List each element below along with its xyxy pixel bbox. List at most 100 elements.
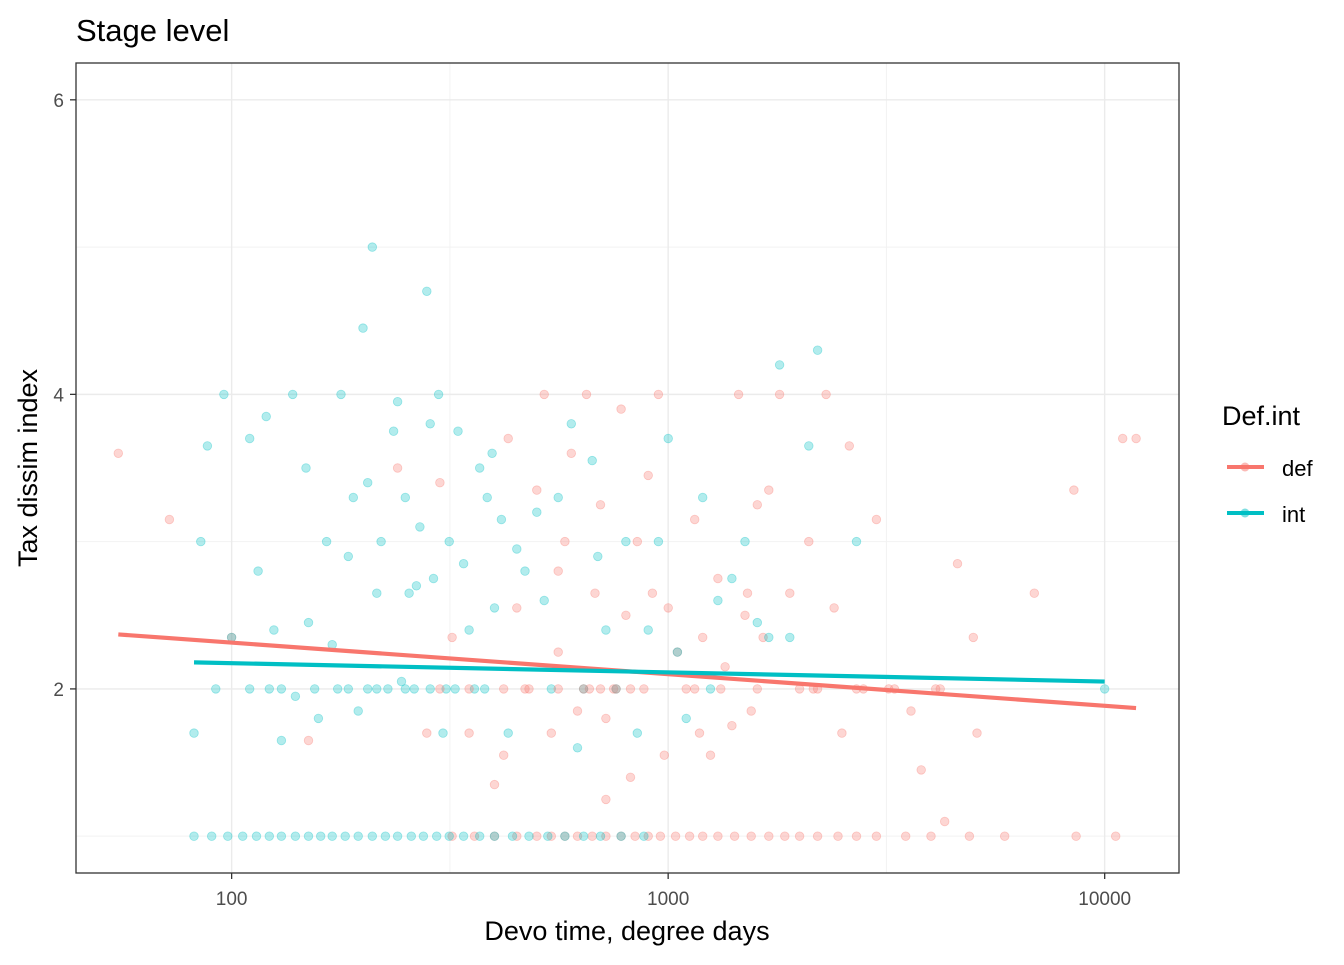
data-point-int: [264, 684, 275, 694]
data-point-int: [444, 831, 454, 841]
data-point-def: [684, 831, 695, 841]
data-point-int: [560, 831, 570, 841]
data-point-int: [376, 536, 386, 547]
data-point-def: [764, 485, 774, 495]
data-point-int: [264, 831, 275, 841]
data-point-int: [482, 492, 492, 503]
data-point-def: [746, 706, 756, 716]
data-point-def: [698, 632, 708, 643]
data-point-int: [812, 345, 823, 355]
data-point-int: [458, 831, 469, 841]
data-point-def: [590, 588, 600, 598]
data-point-int: [764, 632, 774, 643]
data-point-int: [189, 831, 199, 841]
data-points: [113, 242, 1141, 841]
data-point-def: [752, 684, 763, 694]
data-point-int: [643, 625, 653, 635]
data-point-int: [321, 536, 332, 547]
data-point-def: [972, 728, 982, 738]
data-point-int: [392, 831, 403, 841]
data-point-def: [532, 831, 542, 841]
data-point-int: [288, 389, 298, 400]
data-point-int: [276, 831, 287, 841]
data-point-def: [1029, 588, 1040, 598]
data-point-int: [512, 544, 522, 554]
legend-item-int: int: [1227, 502, 1305, 527]
data-point-int: [727, 573, 737, 584]
y-axis-label: Tax dissim index: [13, 368, 43, 567]
data-point-def: [572, 831, 583, 841]
data-point-def: [611, 684, 621, 694]
data-point-int: [269, 625, 279, 635]
data-point-def: [746, 831, 756, 841]
data-point-def: [780, 831, 790, 841]
data-point-def: [690, 684, 700, 694]
data-point-int: [189, 728, 199, 738]
data-point-int: [487, 448, 497, 459]
data-point-int: [489, 603, 500, 613]
data-point-def: [1110, 831, 1121, 841]
data-point-int: [400, 492, 411, 503]
data-point-int: [251, 831, 262, 841]
data-point-def: [447, 831, 457, 841]
data-point-int: [428, 573, 439, 584]
data-point-int: [353, 706, 363, 716]
data-point-int: [507, 831, 518, 841]
data-point-def: [672, 647, 683, 657]
data-point-def: [916, 765, 926, 775]
x-axis-label: Devo time, degree days: [484, 916, 769, 946]
data-point-def: [758, 632, 768, 643]
data-point-int: [546, 684, 557, 694]
y-axis-ticks: 2 4 6: [53, 91, 76, 701]
data-point-int: [372, 684, 382, 694]
data-point-int: [327, 831, 337, 841]
data-point-def: [539, 389, 549, 400]
data-point-def: [113, 448, 124, 459]
data-point-int: [303, 617, 314, 628]
data-point-def: [601, 794, 611, 805]
data-point-int: [804, 441, 814, 451]
data-point-int: [343, 551, 354, 562]
data-point-int: [290, 831, 301, 841]
data-point-def: [469, 831, 480, 841]
legend-item-def: def: [1227, 456, 1313, 481]
data-point-def: [705, 750, 716, 760]
data-point-def: [698, 831, 708, 841]
data-point-int: [336, 389, 346, 400]
data-point-def: [647, 588, 658, 598]
data-point-def: [621, 610, 631, 621]
data-point-def: [632, 536, 643, 547]
data-point-int: [464, 625, 474, 635]
data-point-int: [253, 566, 263, 576]
data-point-int: [415, 522, 425, 532]
data-point-int: [553, 492, 563, 503]
legend-label-def: def: [1282, 456, 1313, 481]
data-point-int: [1099, 684, 1110, 694]
data-point-int: [380, 831, 391, 841]
data-point-def: [639, 684, 649, 694]
data-point-int: [367, 242, 378, 252]
data-point-int: [450, 684, 460, 694]
data-point-def: [968, 632, 979, 643]
data-point-int: [411, 581, 422, 591]
data-point-int: [616, 831, 626, 841]
data-point-int: [632, 728, 643, 738]
minor-gridlines: [76, 63, 1179, 873]
data-point-int: [372, 588, 382, 598]
data-point-def: [512, 831, 522, 841]
data-point-int: [383, 684, 393, 694]
x-tick-label: 1000: [647, 889, 689, 910]
data-point-def: [901, 831, 911, 841]
data-point-int: [406, 831, 417, 841]
data-point-int: [621, 536, 631, 547]
data-point-def: [785, 588, 795, 598]
data-point-int: [587, 455, 597, 466]
data-point-def: [512, 603, 522, 613]
data-point-def: [630, 831, 640, 841]
data-point-def: [670, 831, 681, 841]
data-point-int: [196, 536, 206, 547]
data-point-def: [716, 684, 726, 694]
data-point-int: [244, 433, 255, 444]
